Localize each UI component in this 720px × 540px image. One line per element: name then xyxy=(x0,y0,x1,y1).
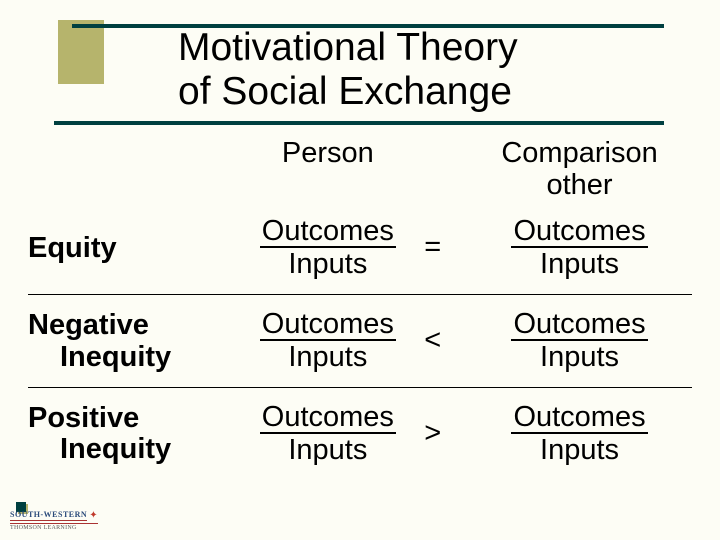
footer-logo: SOUTH-WESTERN ✦ THOMSON LEARNING xyxy=(10,509,98,532)
comparison-table: Person Comparison other Equity Outcomes … xyxy=(28,138,692,479)
title-rule-bottom xyxy=(54,121,664,125)
operator: = xyxy=(424,202,467,294)
row-label-positive: Positive Inequity xyxy=(28,387,231,479)
slide: Motivational Theory of Social Exchange P… xyxy=(0,0,720,540)
header-person: Person xyxy=(231,138,424,202)
brand-text: SOUTH-WESTERN xyxy=(10,511,87,522)
row-label-negative: Negative Inequity xyxy=(28,294,231,387)
table-row: Negative Inequity Outcomes Inputs < Outc… xyxy=(28,294,692,387)
sub-brand-text: THOMSON LEARNING xyxy=(10,523,98,532)
slide-title: Motivational Theory of Social Exchange xyxy=(178,26,692,113)
operator: < xyxy=(424,294,467,387)
title-line2: of Social Exchange xyxy=(178,70,512,113)
ratio-other: Outcomes Inputs xyxy=(467,202,692,294)
title-area: Motivational Theory of Social Exchange xyxy=(28,0,692,113)
accent-block xyxy=(58,20,104,84)
operator: > xyxy=(424,387,467,479)
ratio-person: Outcomes Inputs xyxy=(231,202,424,294)
ratio-other: Outcomes Inputs xyxy=(467,294,692,387)
title-line1: Motivational Theory xyxy=(178,26,518,69)
star-icon: ✦ xyxy=(89,510,97,521)
table-row: Positive Inequity Outcomes Inputs > Outc… xyxy=(28,387,692,479)
header-other: Comparison other xyxy=(467,138,692,202)
table-row: Equity Outcomes Inputs = Outcomes Inputs xyxy=(28,202,692,294)
ratio-person: Outcomes Inputs xyxy=(231,387,424,479)
content-table: Person Comparison other Equity Outcomes … xyxy=(28,138,692,479)
ratio-other: Outcomes Inputs xyxy=(467,387,692,479)
row-label-equity: Equity xyxy=(28,202,231,294)
ratio-person: Outcomes Inputs xyxy=(231,294,424,387)
